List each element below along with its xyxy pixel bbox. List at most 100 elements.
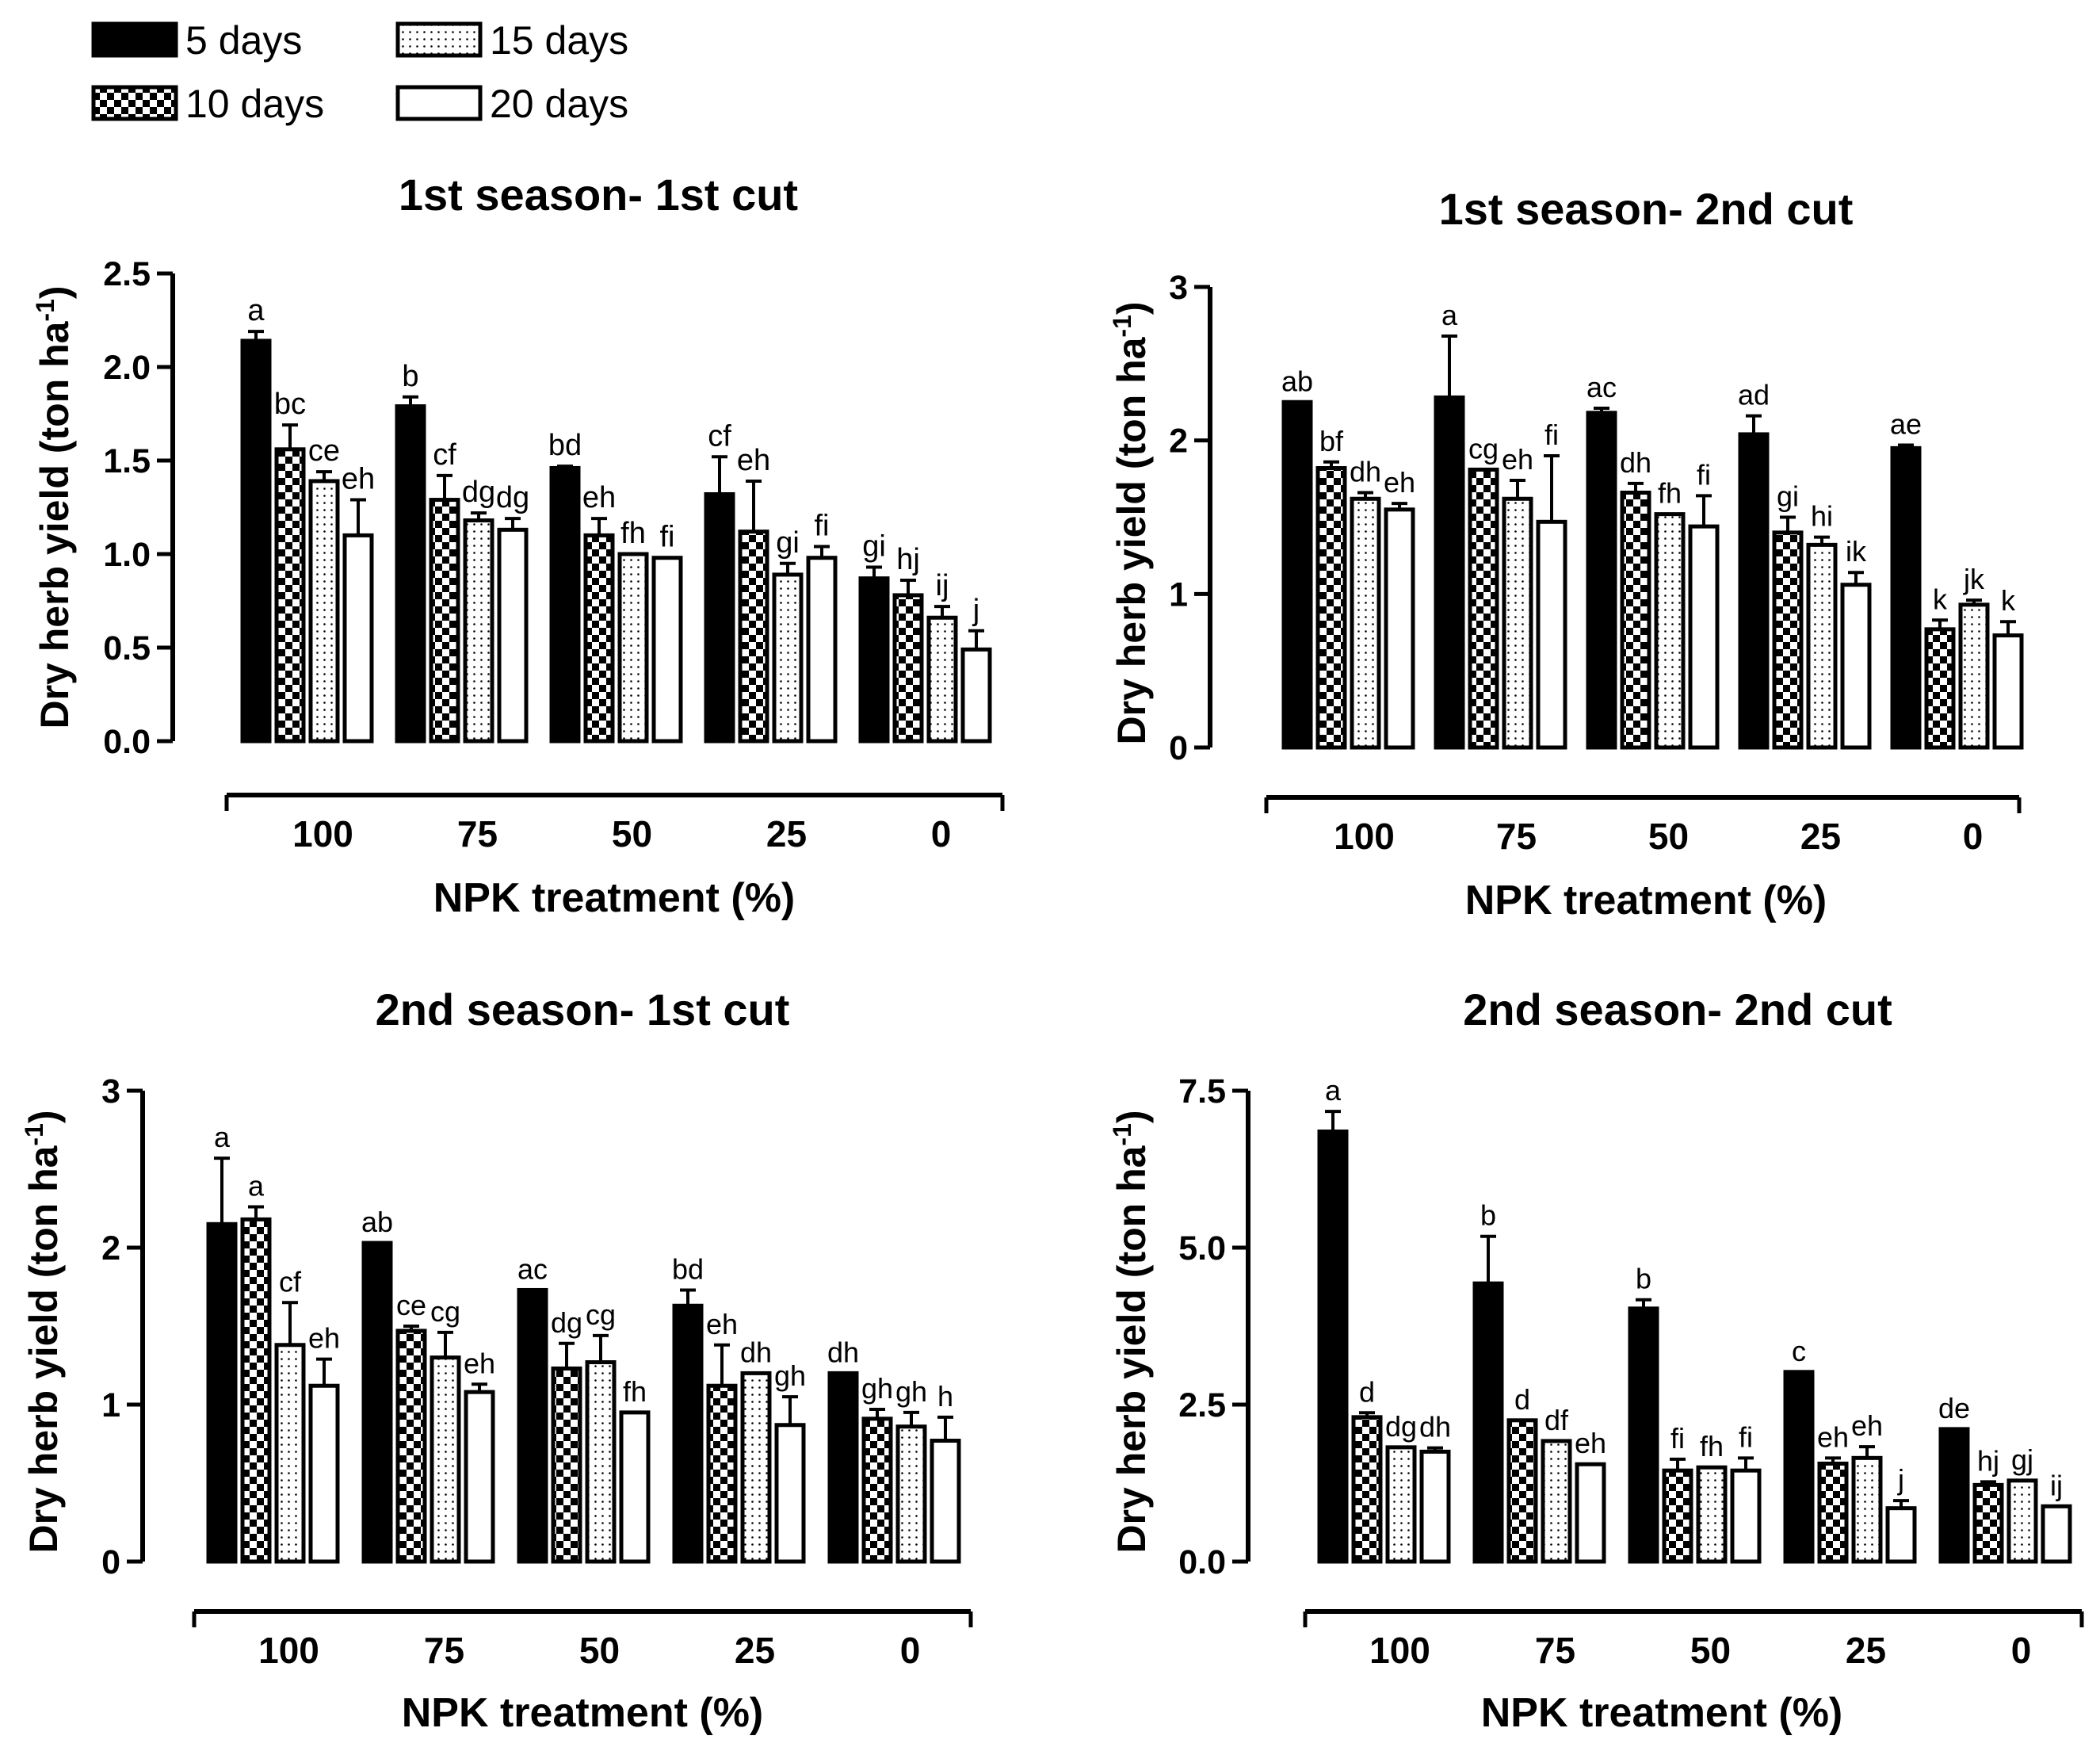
y-tick-label: 1.5 — [103, 442, 151, 480]
x-category-label: 50 — [1690, 1630, 1731, 1671]
bar-5-days-75 — [1472, 1281, 1504, 1564]
significance-letter: a — [214, 1121, 231, 1153]
significance-letter: eh — [308, 1322, 340, 1355]
significance-letter: j — [972, 594, 979, 627]
bar-10-days-100 — [240, 1217, 272, 1564]
bar-5-days-75 — [1434, 395, 1465, 750]
significance-letter: gi — [776, 526, 800, 560]
bar-20-days-0 — [2041, 1504, 2072, 1564]
bar-15-days-25 — [1806, 542, 1838, 750]
bar-5-days-75 — [361, 1241, 393, 1564]
significance-letter: eh — [737, 444, 770, 477]
significance-letter: gh — [774, 1359, 806, 1392]
bar-20-days-50 — [1730, 1468, 1762, 1564]
bar-10-days-75 — [429, 498, 460, 744]
significance-letter: cg — [586, 1298, 616, 1331]
bar-20-days-25 — [806, 556, 838, 744]
significance-letter: b — [1480, 1199, 1496, 1232]
significance-letter: c — [1792, 1335, 1806, 1367]
bar-5-days-100 — [1317, 1129, 1349, 1564]
legend-label-10-days: 10 days — [185, 82, 324, 126]
x-category-label: 75 — [424, 1630, 464, 1671]
significance-letter: ac — [517, 1252, 548, 1285]
significance-letter: cg — [1468, 432, 1499, 465]
bar-5-days-100 — [240, 338, 272, 744]
significance-letter: hj — [896, 543, 920, 576]
legend-swatch-20-days — [395, 85, 483, 121]
bar-20-days-25 — [1885, 1506, 1917, 1564]
significance-letter: ij — [2050, 1469, 2063, 1501]
significance-letter: gi — [1777, 480, 1799, 513]
bar-15-days-25 — [772, 572, 804, 744]
chart-title: 1st season- 2nd cut — [1439, 184, 1854, 234]
x-category-label: 25 — [1846, 1630, 1886, 1671]
bar-5-days-50 — [1586, 411, 1617, 750]
bar-10-days-0 — [892, 593, 924, 744]
significance-letter: eh — [1575, 1427, 1606, 1459]
y-axis-label: Dry herb yield (ton ha-1) — [1108, 301, 1154, 744]
bar-15-days-50 — [1654, 512, 1686, 750]
chart-panel-1: 1st season- 1st cut 0.0 0.5 1.0 1.5 2.0 2.5 Dry… — [31, 170, 1005, 921]
bar-5-days-0 — [1890, 445, 1922, 750]
x-category-label: 100 — [292, 813, 353, 854]
bar-15-days-75 — [1502, 496, 1533, 750]
bar-10-days-50 — [551, 1366, 582, 1564]
x-category-label: 75 — [1535, 1630, 1575, 1671]
bar-5-days-0 — [858, 576, 890, 744]
significance-letter: dg — [551, 1306, 582, 1339]
significance-letter: fh — [620, 517, 646, 550]
bar-5-days-50 — [517, 1287, 548, 1564]
chart-panel-4: 2nd season- 2nd cut 0.0 2.5 5.0 7.5 Dry herb … — [1108, 984, 2084, 1736]
significance-letter: eh — [1384, 466, 1415, 499]
significance-letter: ac — [1586, 371, 1617, 403]
chart-panel-3: 2nd season- 1st cut 0 1 2 3 Dry herb yield (t… — [20, 984, 973, 1736]
bar-15-days-0 — [2006, 1478, 2038, 1564]
bar-10-days-75 — [1506, 1418, 1538, 1564]
significance-letter: fi — [815, 510, 830, 543]
significance-letter: cf — [433, 438, 456, 472]
significance-letter: dg — [1385, 1410, 1417, 1443]
bar-10-days-25 — [1817, 1461, 1849, 1564]
significance-letter: k — [1933, 583, 1948, 615]
bar-10-days-0 — [1972, 1482, 2004, 1564]
x-category-label: 50 — [1648, 816, 1689, 857]
significance-letter: ik — [1846, 535, 1867, 568]
y-tick-label: 2 — [101, 1229, 120, 1267]
x-category-label: 0 — [900, 1630, 921, 1671]
y-axis-label: Dry herb yield (ton ha-1) — [20, 1110, 66, 1553]
bar-20-days-0 — [1992, 633, 2024, 750]
significance-letter: d — [1514, 1383, 1530, 1416]
bar-10-days-100 — [1351, 1415, 1383, 1564]
bar-10-days-100 — [1315, 466, 1347, 750]
chart-title: 1st season- 1st cut — [399, 170, 798, 220]
legend: 5 days 15 days 10 days 20 days — [91, 18, 628, 126]
y-tick-label: 0 — [101, 1543, 120, 1581]
significance-letter: a — [248, 1170, 265, 1202]
bar-10-days-50 — [1620, 491, 1651, 750]
x-category-label: 0 — [2011, 1630, 2032, 1671]
significance-letter: bc — [274, 388, 306, 421]
significance-letter: fi — [660, 521, 675, 554]
significance-letter: ce — [396, 1289, 426, 1321]
y-tick-label: 2.5 — [1178, 1386, 1226, 1424]
significance-letter: hi — [1811, 500, 1833, 533]
bar-20-days-75 — [1575, 1462, 1606, 1564]
significance-letter: cg — [430, 1295, 460, 1328]
significance-letter: ae — [1890, 407, 1922, 440]
x-axis-label: NPK treatment (%) — [1481, 1690, 1843, 1736]
x-category-label: 100 — [258, 1630, 319, 1671]
bar-10-days-25 — [706, 1383, 738, 1564]
bar-15-days-25 — [740, 1371, 772, 1564]
significance-letter: a — [247, 294, 265, 327]
bar-5-days-25 — [1783, 1370, 1815, 1564]
y-tick-label: 1.0 — [103, 536, 151, 574]
bar-10-days-0 — [861, 1416, 893, 1564]
bar-20-days-100 — [1419, 1449, 1451, 1564]
bar-15-days-75 — [463, 518, 494, 744]
bar-15-days-75 — [1541, 1439, 1572, 1564]
significance-letter: bd — [548, 429, 582, 462]
bar-15-days-50 — [1696, 1465, 1728, 1564]
significance-letter: df — [1544, 1404, 1569, 1436]
bar-5-days-0 — [1938, 1427, 1970, 1564]
x-category-label: 75 — [1496, 816, 1537, 857]
